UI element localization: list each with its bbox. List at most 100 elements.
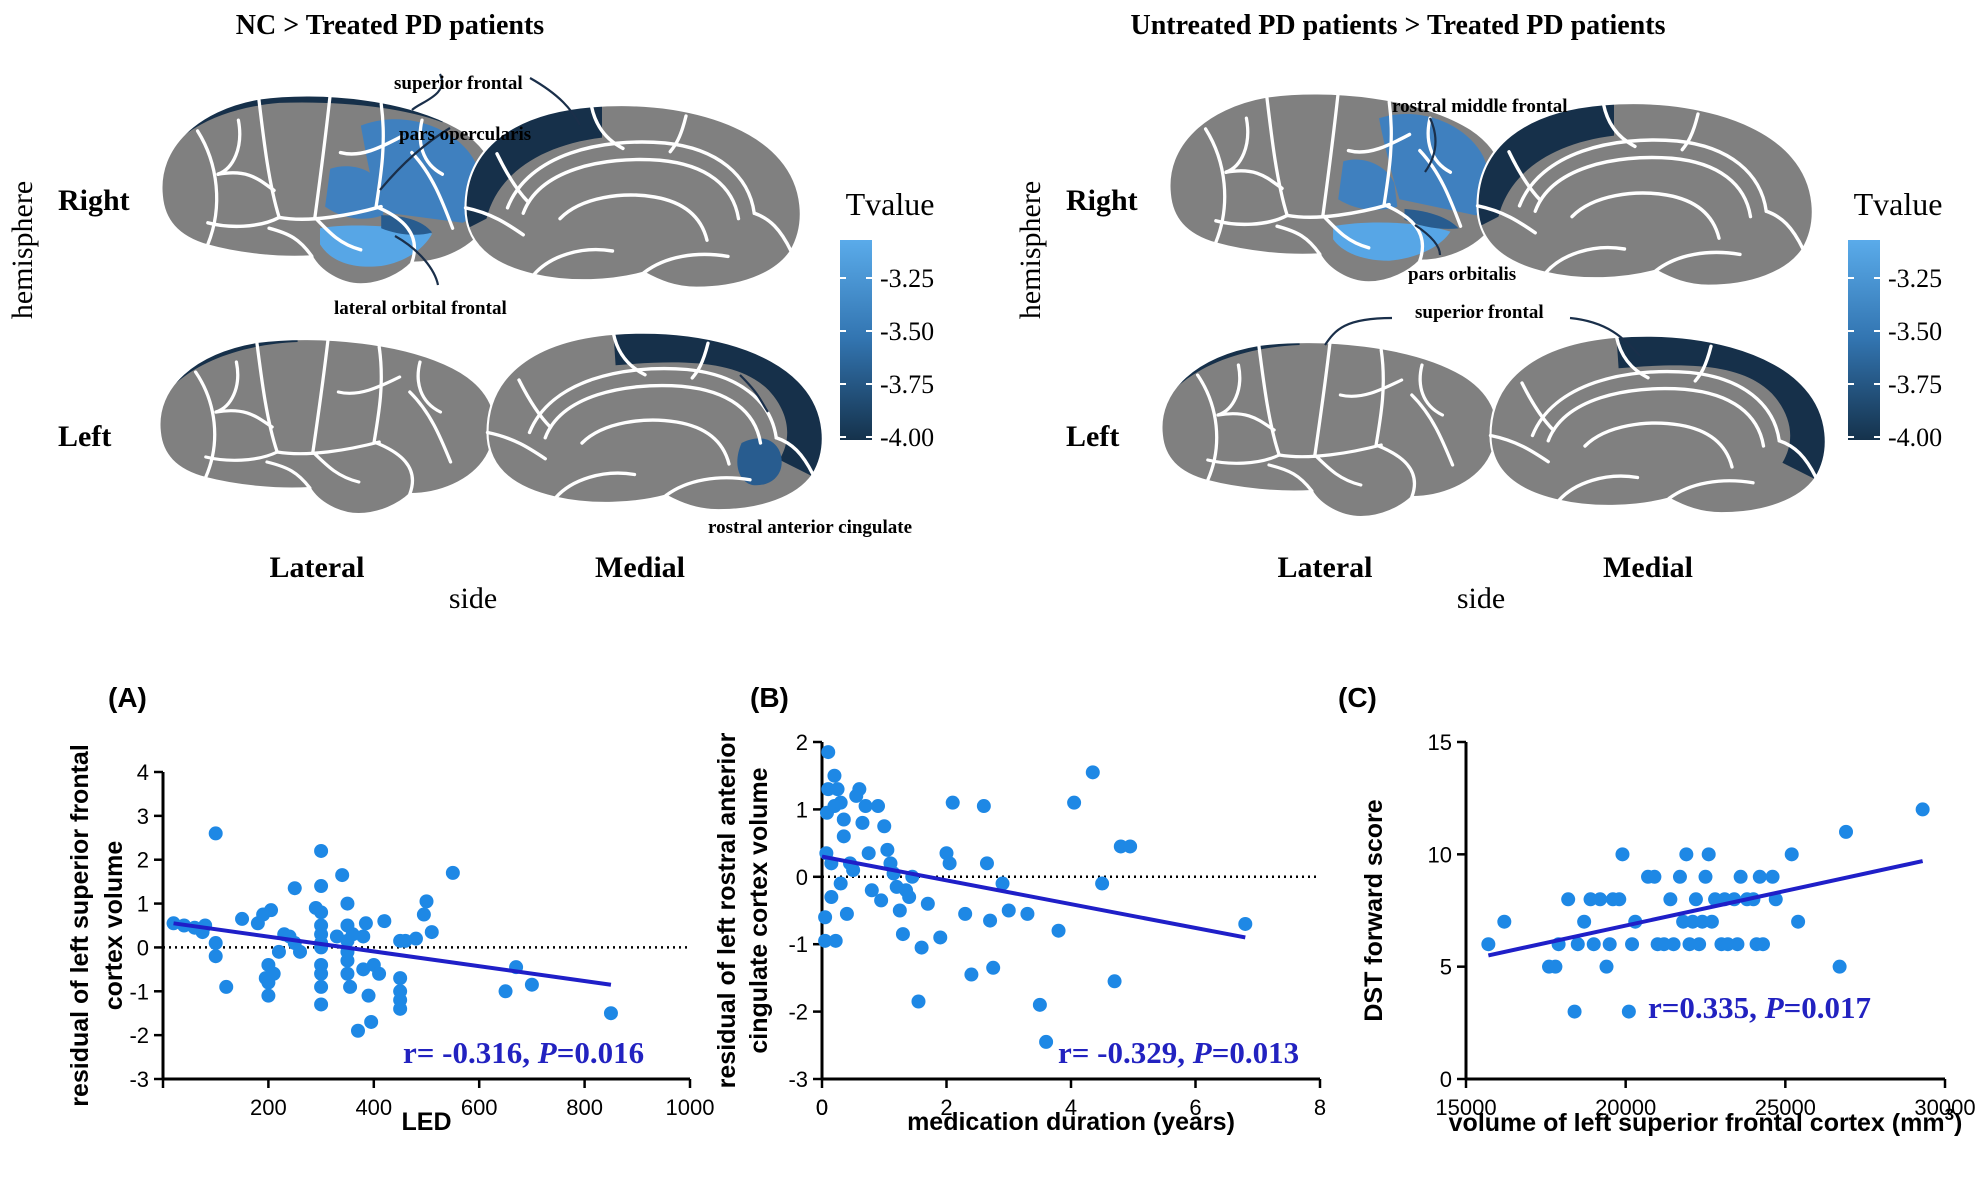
- region-layer: [613, 332, 823, 486]
- data-point: [314, 997, 329, 1012]
- x-axis-label-sup: 3: [1945, 1105, 1954, 1124]
- data-point: [314, 966, 329, 981]
- data-point: [1602, 937, 1617, 952]
- data-point: [1688, 892, 1703, 907]
- data-point: [1720, 937, 1735, 952]
- data-point: [340, 966, 355, 981]
- colorbar-tick-label: -3.25: [1888, 264, 1942, 293]
- sulcus-line: [1321, 90, 1340, 218]
- sulcus-line: [311, 336, 330, 454]
- panel-title: Untreated PD patients > Treated PD patie…: [1131, 10, 1666, 41]
- sulcus-line: [1410, 393, 1455, 467]
- sulcus-line: [336, 375, 402, 395]
- data-point: [498, 984, 513, 999]
- x-tick-label: 20000: [1595, 1095, 1656, 1120]
- data-points: [818, 745, 1253, 1049]
- data-point: [1832, 959, 1847, 974]
- row-label-right: Right: [1066, 184, 1138, 217]
- data-point: [266, 966, 281, 981]
- data-points: [166, 826, 618, 1038]
- data-point: [821, 745, 836, 760]
- colorbar-tick-label: -3.50: [1888, 317, 1942, 346]
- sulci: [1195, 339, 1455, 499]
- sulcus-line: [257, 96, 281, 220]
- panel-label: (A): [108, 682, 147, 713]
- data-point: [356, 962, 371, 977]
- data-point: [839, 906, 854, 921]
- x-tick-label: 8: [1314, 1095, 1326, 1120]
- sulci: [463, 104, 793, 277]
- data-point: [398, 933, 413, 948]
- data-point: [995, 876, 1010, 891]
- sulcus-line: [204, 450, 279, 462]
- sulci: [1488, 335, 1818, 503]
- data-point: [1765, 869, 1780, 884]
- data-point: [264, 903, 279, 918]
- y-axis-label: DST forward score: [1360, 799, 1388, 1021]
- sulcus-line: [372, 440, 415, 496]
- brain-outline: [486, 331, 824, 512]
- data-point: [603, 1006, 618, 1021]
- data-point: [1701, 847, 1716, 862]
- sulcus-line: [313, 215, 363, 252]
- sulcus-line: [255, 340, 279, 454]
- data-point: [208, 936, 223, 951]
- y-tick-label: 0: [1440, 1067, 1452, 1092]
- sulcus-line: [372, 345, 383, 444]
- sulcus-line: [1614, 335, 1650, 380]
- sulcus-line: [277, 204, 383, 221]
- data-point: [864, 883, 879, 898]
- y-tick-label: 3: [137, 804, 149, 829]
- data-point: [314, 905, 329, 920]
- brain-panel-1: NC > Treated PD patients hemisphere Right L…: [6, 10, 934, 615]
- data-point: [358, 916, 373, 931]
- y-tick-label: 1: [796, 797, 808, 822]
- sulcus-line: [1382, 100, 1393, 207]
- data-point: [419, 894, 434, 909]
- region-orbital-dark: [1404, 208, 1459, 229]
- sulcus-line: [664, 476, 752, 498]
- region-rostral-anterior-cingulate: [737, 438, 782, 486]
- sulcus-line: [1374, 443, 1417, 499]
- data-point: [345, 927, 360, 942]
- y-tick-label: -3: [129, 1067, 149, 1092]
- data-point: [1672, 869, 1687, 884]
- data-point: [1666, 937, 1681, 952]
- sulcus-line: [1418, 363, 1445, 417]
- leader-lateral-orbital: [394, 235, 440, 286]
- brain-right-lateral: [160, 92, 499, 286]
- chart-panel-3: (C) 15 10 5 0 15000 20000 25000 30000 r=0.335, P=…: [1338, 682, 1976, 1137]
- x-tick-label: 30000: [1914, 1095, 1975, 1120]
- stats-p-value: =0.016: [557, 1035, 644, 1070]
- data-point: [827, 768, 842, 783]
- regression-line: [173, 921, 612, 987]
- sulcus-line: [1680, 112, 1700, 152]
- annotation-rostral-middle-frontal: rostral middle frontal: [1392, 96, 1568, 117]
- annotation-superior-frontal: superior frontal: [394, 73, 523, 94]
- brain-outline: [1160, 341, 1499, 519]
- data-point: [1676, 914, 1691, 929]
- chart-panel-2: (B)210-1-2-30 2 4 6 80r= -0.329, P=0.013medi…: [713, 682, 1326, 1136]
- data-point: [1497, 914, 1512, 929]
- stats-text: r= -0.329, P=0.013: [1058, 1035, 1299, 1070]
- y-axis-label: residual of left rostral anterior: [713, 732, 741, 1088]
- sulcus-line: [193, 370, 217, 479]
- y-tick-label: -2: [788, 1000, 808, 1025]
- legend-title: Tvalue: [846, 186, 935, 222]
- sulcus-line: [642, 252, 730, 275]
- chart-panel-1: (A) 4 3 2 1 0 -1 -2 -3 200 400 600 800 1000 r= -0.316,…: [66, 682, 714, 1136]
- data-point: [983, 913, 998, 928]
- sulcus-line: [1693, 344, 1713, 383]
- stats-r: r= -0.329,: [1058, 1035, 1193, 1070]
- data-point: [1791, 914, 1806, 929]
- region-superior-frontal: [1616, 335, 1826, 480]
- data-point: [1020, 906, 1035, 921]
- region-pars-triangularis: [325, 166, 384, 219]
- data-point: [1708, 892, 1723, 907]
- data-point: [1570, 937, 1585, 952]
- region-pars-opercularis: [360, 119, 482, 223]
- stats-p-value: =0.013: [1212, 1035, 1299, 1070]
- panel-label: (C): [1338, 682, 1377, 713]
- stats-p-value: =0.017: [1784, 990, 1871, 1025]
- panel-title: NC > Treated PD patients: [236, 10, 544, 41]
